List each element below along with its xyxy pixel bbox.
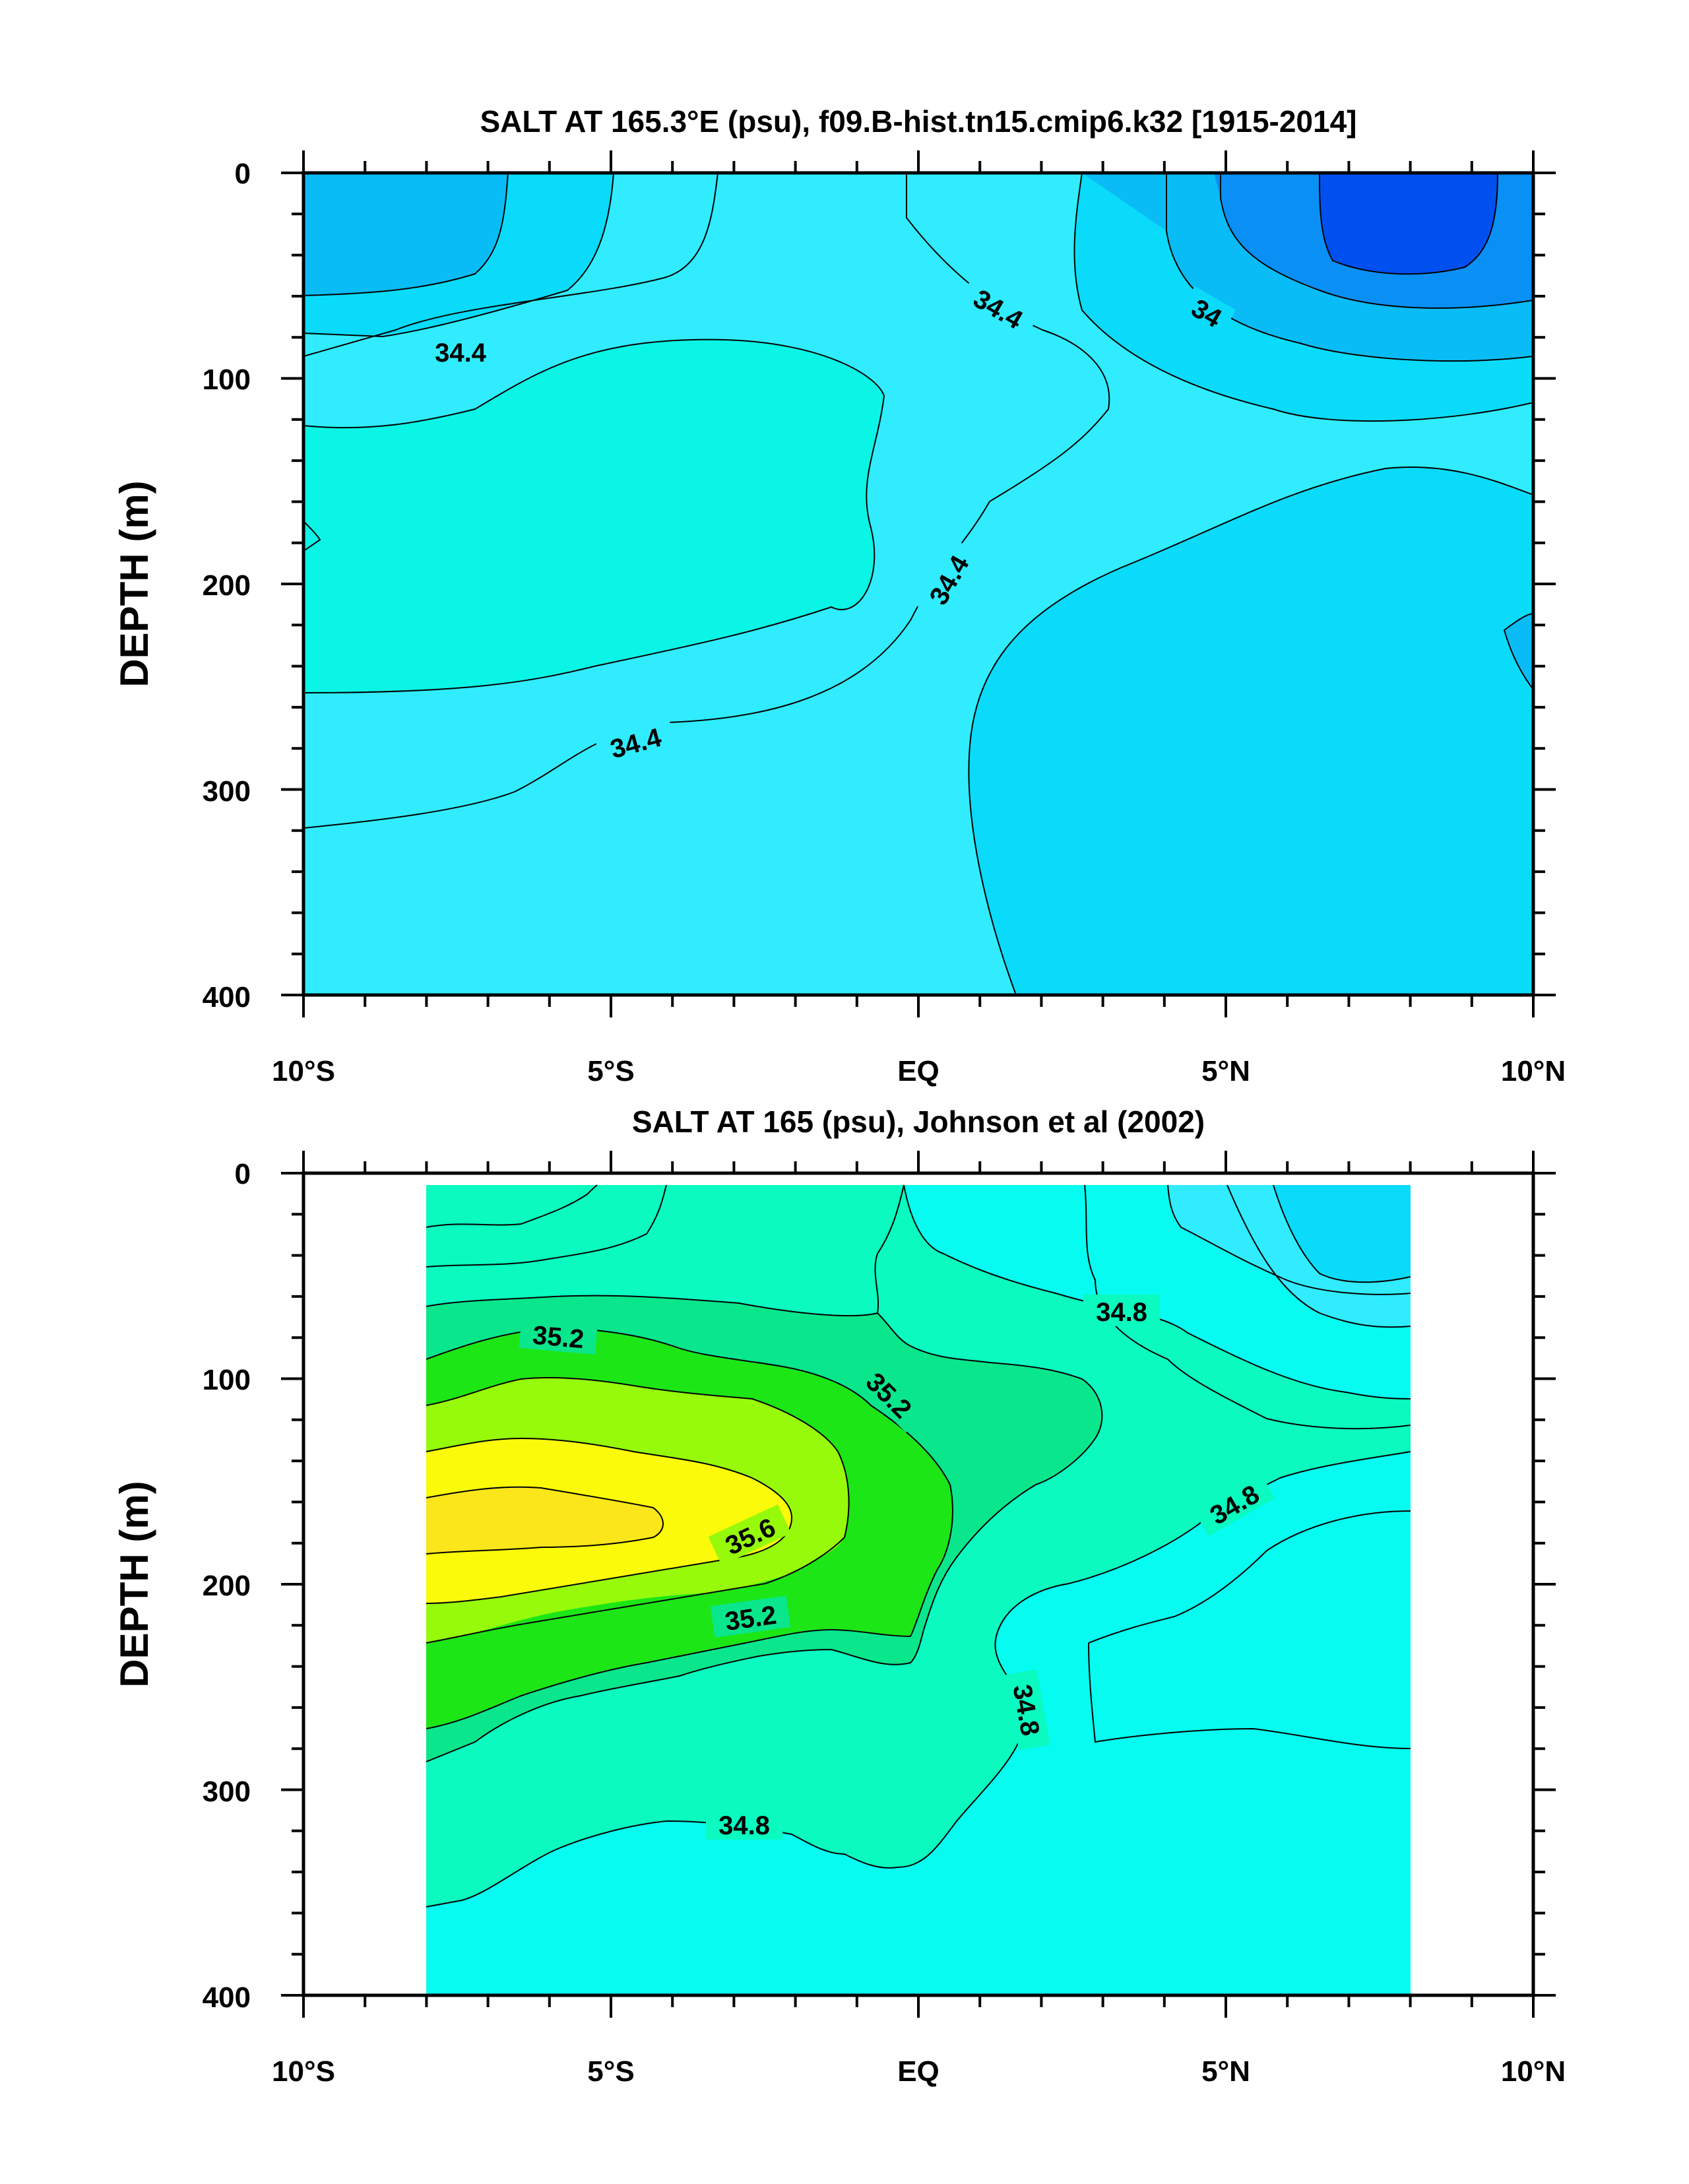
contour-label-b-8: 34.8 [718, 1811, 770, 1840]
panel-a-ytick-400: 400 [203, 981, 251, 1013]
contour-label-a-1: 34.4 [435, 338, 487, 368]
label-bg-a-3 [1178, 286, 1236, 338]
panel-a-contour-lines [303, 173, 1533, 995]
contour-a-7 [1073, 173, 1533, 422]
label-bg-b-2 [851, 1356, 928, 1433]
label-bg-a-4 [914, 538, 981, 621]
panel-b-ytick-300: 300 [203, 1776, 251, 1808]
fill-a-deep-34.0 [1504, 614, 1533, 690]
contour-b-9 [426, 1628, 911, 1729]
fill-a-right-core [1320, 173, 1498, 274]
label-bg-a-5 [594, 716, 677, 767]
contour-b-18 [1088, 1642, 1411, 1749]
label-bg-b-3 [1083, 1295, 1160, 1326]
contour-a-12 [303, 521, 321, 552]
blank-left [303, 1173, 426, 1995]
label-bg-b-7 [1005, 1669, 1050, 1750]
contour-a-3 [303, 173, 509, 296]
panel-b-xtick-5s: 5°S [587, 2055, 634, 2088]
panel-a-xtick-10s: 10°S [272, 1055, 335, 1087]
label-bg-b-5 [708, 1504, 792, 1566]
panel-b-ytick-200: 200 [203, 1570, 251, 1602]
fill-b-core [426, 1487, 663, 1554]
contour-b-7 [426, 1486, 664, 1555]
panel-b-ticks [281, 1151, 1556, 2018]
fill-a-deep-34.2 [969, 467, 1533, 995]
panel-a-contour-labels: 34.4 34.4 34 34.4 34.4 [422, 274, 1236, 767]
label-bg-b-1 [519, 1316, 598, 1355]
panel-a-xtick-eq: EQ [897, 1055, 940, 1087]
panel-a-contour-fills [303, 173, 1533, 995]
panel-b-xtick-5n: 5°N [1201, 2055, 1250, 2088]
contour-b-3 [426, 1184, 905, 1317]
panel-a-xtick-5n: 5°N [1201, 1055, 1250, 1087]
contour-b-1 [426, 1184, 598, 1228]
contour-b-2 [426, 1184, 667, 1268]
label-bg-a-1 [422, 335, 499, 367]
contour-a-8 [1166, 173, 1533, 362]
panel-b-ytick-400: 400 [203, 1981, 251, 2014]
panel-observations: SALT AT 165 (psu), Johnson et al (2002) [112, 1105, 1566, 2088]
panel-a-title: SALT AT 165.3°E (psu), f09.B-hist.tn15.c… [480, 104, 1357, 139]
panel-b-contour-labels: 35.2 35.2 34.8 34.8 35.6 35.2 34.8 34.8 [519, 1295, 1275, 1840]
blank-top [426, 1173, 1411, 1185]
label-bg-b-8 [706, 1808, 782, 1840]
fill-a-left-34.0 [303, 173, 508, 296]
contour-a-4 [303, 338, 885, 693]
panel-b-xtick-eq: EQ [897, 2055, 940, 2088]
contour-a-2 [303, 173, 614, 338]
contour-a-1 [303, 173, 718, 357]
contour-b-16 [1273, 1184, 1411, 1283]
panel-b-ylabel: DEPTH (m) [112, 1481, 156, 1687]
panel-b-ytick-0: 0 [235, 1158, 251, 1190]
panel-b-contour-fills [303, 1173, 1533, 1995]
contour-a-6 [968, 466, 1533, 995]
contour-b-13 [1084, 1184, 1411, 1430]
fill-b-lr-34.6 [1089, 1511, 1411, 1749]
panel-a-ytick-100: 100 [203, 364, 251, 396]
panel-a-ytick-300: 300 [203, 775, 251, 808]
panel-a-ytick-200: 200 [203, 569, 251, 602]
contour-b-5 [426, 1377, 850, 1538]
blank-right [1411, 1173, 1533, 1995]
panel-a-ticks [281, 150, 1556, 1017]
panel-b-ytick-100: 100 [203, 1364, 251, 1396]
contour-b-15 [1227, 1184, 1411, 1328]
panel-b-xtick-10n: 10°N [1501, 2055, 1566, 2088]
contour-b-8 [426, 1537, 845, 1644]
label-bg-a-2 [957, 274, 1040, 341]
contour-b-10 [426, 1312, 1103, 1762]
contour-b-17 [1088, 1510, 1411, 1644]
panel-b-title: SALT AT 165 (psu), Johnson et al (2002) [632, 1105, 1205, 1139]
contour-b-14 [1167, 1184, 1411, 1295]
contour-label-b-3: 34.8 [1096, 1298, 1147, 1327]
panel-a-xtick-10n: 10°N [1501, 1055, 1566, 1087]
fill-b-ur-34.2 [1273, 1185, 1411, 1283]
contour-label-b-1: 35.2 [531, 1321, 585, 1355]
contour-a-9 [1220, 173, 1533, 309]
label-bg-b-6 [710, 1595, 791, 1638]
contour-b-6 [426, 1437, 793, 1604]
label-bg-b-4 [1192, 1470, 1275, 1537]
contour-a-10 [1319, 173, 1498, 275]
panel-a-ylabel: DEPTH (m) [112, 480, 156, 687]
panel-model: SALT AT 165.3°E (psu), f09.B-hist.tn15.c… [112, 104, 1566, 1087]
panel-b-xtick-10s: 10°S [272, 2055, 335, 2088]
contour-label-b-6: 35.2 [723, 1601, 778, 1636]
panel-a-ytick-0: 0 [235, 158, 251, 190]
contour-a-11 [1503, 613, 1533, 690]
fill-a-34.6-34.8 [303, 339, 884, 693]
panel-a-xtick-5s: 5°S [587, 1055, 634, 1087]
